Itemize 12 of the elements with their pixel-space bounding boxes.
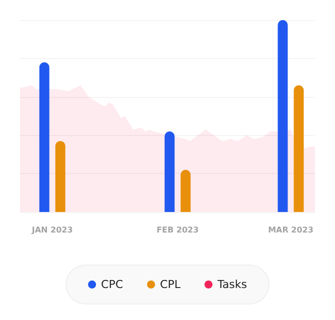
x-tick-label: JAN 2023 [30, 226, 73, 234]
legend-label: CPL [160, 278, 182, 291]
bar [278, 20, 288, 212]
bar [180, 170, 191, 212]
bar [55, 140, 66, 212]
legend-label: Tasks [216, 278, 248, 291]
bar [39, 62, 50, 212]
x-tick-label: MAR 2023 [268, 226, 314, 234]
bar [294, 85, 304, 212]
legend-label: CPC [101, 278, 124, 291]
bar [164, 131, 175, 212]
x-tick-label: FEB 2023 [156, 226, 199, 234]
